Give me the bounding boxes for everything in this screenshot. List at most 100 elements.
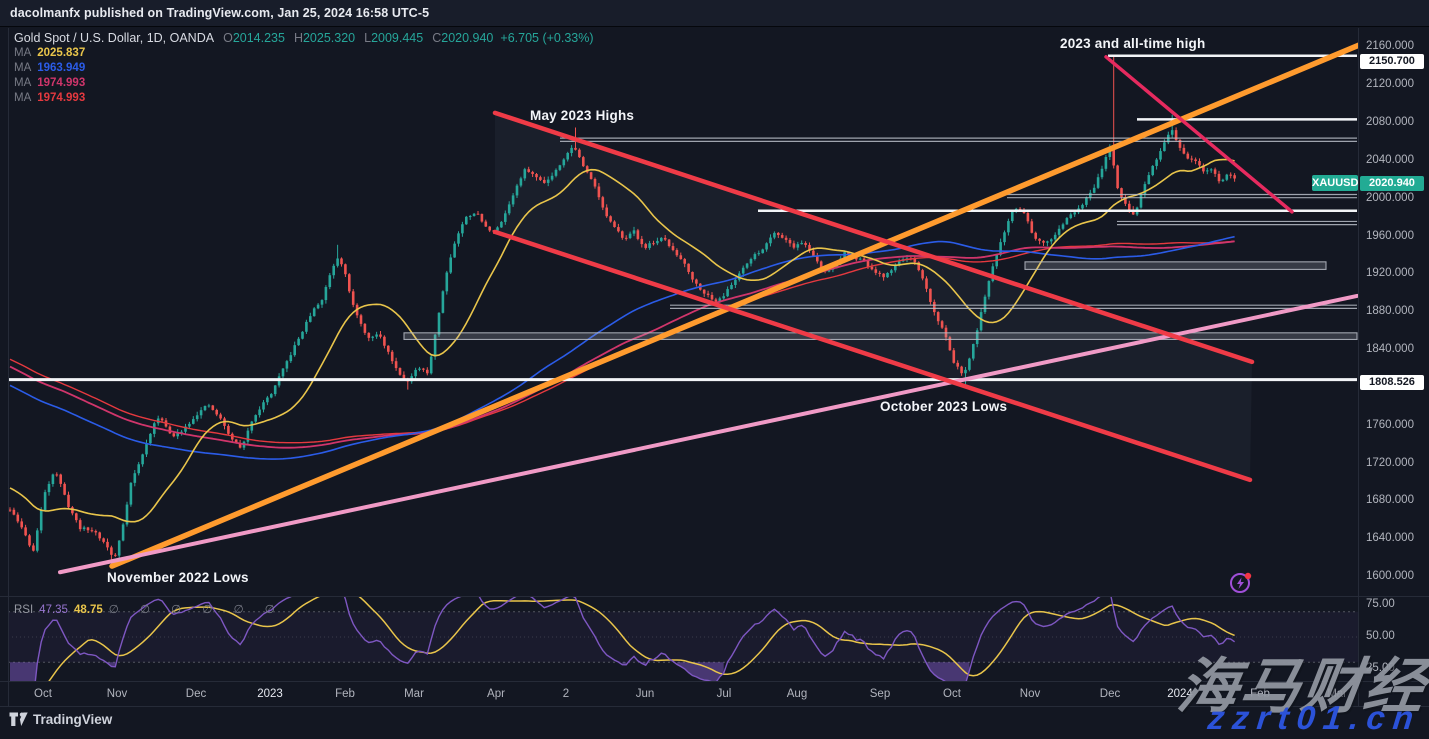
price-axis-label[interactable]: 1920.000 [1366, 267, 1414, 279]
price-axis-label[interactable]: 2120.000 [1366, 78, 1414, 90]
rsi-value: 47.35 [39, 604, 68, 616]
time-axis-label[interactable]: 2 [562, 688, 570, 700]
ma-label: MA [14, 77, 32, 89]
time-axis-separator [0, 681, 1429, 682]
rsi-ma-value: 48.75 [73, 604, 103, 616]
time-axis-label[interactable]: Mar [404, 688, 424, 700]
symbol-badge[interactable]: XAUUSD [1312, 175, 1359, 191]
tradingview-logo-icon [9, 712, 28, 726]
rsi-line [34, 597, 1236, 681]
price-axis-label[interactable]: 1760.000 [1366, 419, 1414, 431]
ma-row-2[interactable]: MA 1963.949 [14, 62, 85, 74]
price-axis-label[interactable]: 1840.000 [1366, 343, 1414, 355]
time-axis-label[interactable]: 2023 [257, 688, 283, 700]
price-axis-last-price-label[interactable]: 2020.940 [1360, 175, 1424, 191]
publisher-strip: dacolmanfx published on TradingView.com,… [0, 0, 1429, 27]
rsi-oversold-fill [926, 662, 970, 681]
time-axis-label[interactable]: Nov [1019, 688, 1041, 700]
low-label: L [364, 31, 372, 45]
open-label: O [223, 31, 233, 45]
time-axis-label[interactable]: Jun [635, 688, 655, 700]
close-value: 2020.940 [441, 31, 494, 45]
time-axis-label[interactable]: Feb [335, 688, 355, 700]
ma-line-ma_yellow [9, 158, 1235, 523]
ma-line-ma_crimson [9, 240, 1235, 449]
ma-row-3[interactable]: MA 1974.993 [14, 77, 85, 89]
trendline-ascending-orange [109, 42, 1358, 569]
time-axis-label[interactable]: Mar [1327, 688, 1347, 700]
price-axis-label[interactable]: 2040.000 [1366, 154, 1414, 166]
left-pane-border [8, 28, 9, 706]
price-axis-label[interactable]: 1880.000 [1366, 305, 1414, 317]
rsi-axis-label[interactable]: 25.00 [1366, 662, 1395, 674]
time-axis-label[interactable]: Jul [716, 688, 732, 700]
rsi-legend[interactable]: RSI 47.35 48.75 ∅ ∅ ∅ ∅ ∅ ∅ [14, 602, 284, 616]
annotation-october-2023-lows: October 2023 Lows [880, 399, 1008, 414]
high-value: 2025.320 [302, 31, 356, 45]
footer-separator [0, 706, 1429, 707]
ma-value: 2025.837 [37, 47, 86, 59]
price-axis-label[interactable]: 2080.000 [1366, 116, 1414, 128]
price-axis-label[interactable]: 1720.000 [1366, 457, 1414, 469]
publisher-line[interactable]: dacolmanfx published on TradingView.com,… [10, 6, 430, 20]
price-axis-label[interactable]: 1680.000 [1366, 494, 1414, 506]
trendline-descending-crimson-from-ath [1104, 55, 1294, 214]
rsi-band-fill [8, 611, 1358, 663]
annotation-may-2023-highs: May 2023 Highs [530, 108, 635, 123]
symbol-title[interactable]: Gold Spot / U.S. Dollar, 1D, OANDA [14, 31, 215, 45]
rsi-axis-label[interactable]: 50.00 [1366, 630, 1395, 642]
ma-row-4[interactable]: MA 1974.993 [14, 92, 85, 104]
rsi-axis-label[interactable]: 75.00 [1366, 598, 1395, 610]
rsi-oversold-fill [107, 662, 116, 667]
price-axis-label[interactable]: 1640.000 [1366, 532, 1414, 544]
tradingview-logo-text: TradingView [33, 712, 113, 727]
price-axis-border[interactable] [1358, 28, 1359, 706]
time-axis-label[interactable]: Sep [869, 688, 891, 700]
time-axis-label[interactable]: 2024 [1167, 688, 1193, 700]
tradingview-logo[interactable]: TradingView [9, 712, 112, 727]
time-axis-label[interactable]: Aug [786, 688, 808, 700]
change-value: +6.705 (+0.33%) [500, 31, 594, 45]
open-value: 2014.235 [232, 31, 285, 45]
price-zone [403, 332, 1358, 340]
close-label: C [432, 31, 442, 45]
ma-value: 1974.993 [37, 77, 86, 89]
time-axis-label[interactable]: Dec [1099, 688, 1121, 700]
time-axis-label[interactable]: Apr [487, 688, 505, 700]
price-axis-label[interactable]: 1960.000 [1366, 230, 1414, 242]
price-zone [1024, 261, 1327, 270]
ma-line-ma_blue [9, 235, 1235, 460]
price-axis-label[interactable]: 2000.000 [1366, 192, 1414, 204]
time-axis-label[interactable]: Dec [185, 688, 207, 700]
rsi-oversold-fill [10, 662, 38, 681]
ma-label: MA [14, 47, 32, 59]
rsi-pane-separator[interactable] [0, 596, 1429, 597]
trendline-channel-lower-red [492, 229, 1253, 483]
ma-row-1[interactable]: MA 2025.837 [14, 47, 85, 59]
low-value: 2009.445 [371, 31, 424, 45]
rsi-ma-line [48, 597, 1235, 681]
rsi-oversold-fill [676, 662, 724, 681]
rsi-hidden-values: ∅ ∅ ∅ ∅ ∅ ∅ [108, 604, 284, 616]
ma-label: MA [14, 92, 32, 104]
watermark-url: zzrt01.cn [1205, 699, 1423, 736]
ma-value: 1963.949 [37, 62, 86, 74]
price-axis-marked-level-label[interactable]: 1808.526 [1360, 374, 1424, 390]
chart-legend: Gold Spot / U.S. Dollar, 1D, OANDA O2014… [14, 31, 594, 45]
price-axis-label[interactable]: 2160.000 [1366, 40, 1414, 52]
time-axis-label[interactable]: Oct [34, 688, 52, 700]
flash-icon[interactable] [1227, 568, 1255, 596]
price-axis-marked-level-label[interactable]: 2150.700 [1360, 53, 1424, 69]
time-axis-label[interactable]: Nov [106, 688, 128, 700]
time-axis-label[interactable]: Feb [1250, 688, 1270, 700]
high-label: H [293, 31, 303, 45]
time-axis-label[interactable]: Oct [943, 688, 961, 700]
ma-value: 1974.993 [37, 92, 86, 104]
annotation-all-time-high: 2023 and all-time high [1060, 36, 1206, 51]
trendline-channel-upper-red [492, 110, 1255, 365]
annotation-november-2022-lows: November 2022 Lows [107, 570, 249, 585]
trendline-ascending-pink [58, 293, 1358, 575]
price-axis-label[interactable]: 1600.000 [1366, 570, 1414, 582]
